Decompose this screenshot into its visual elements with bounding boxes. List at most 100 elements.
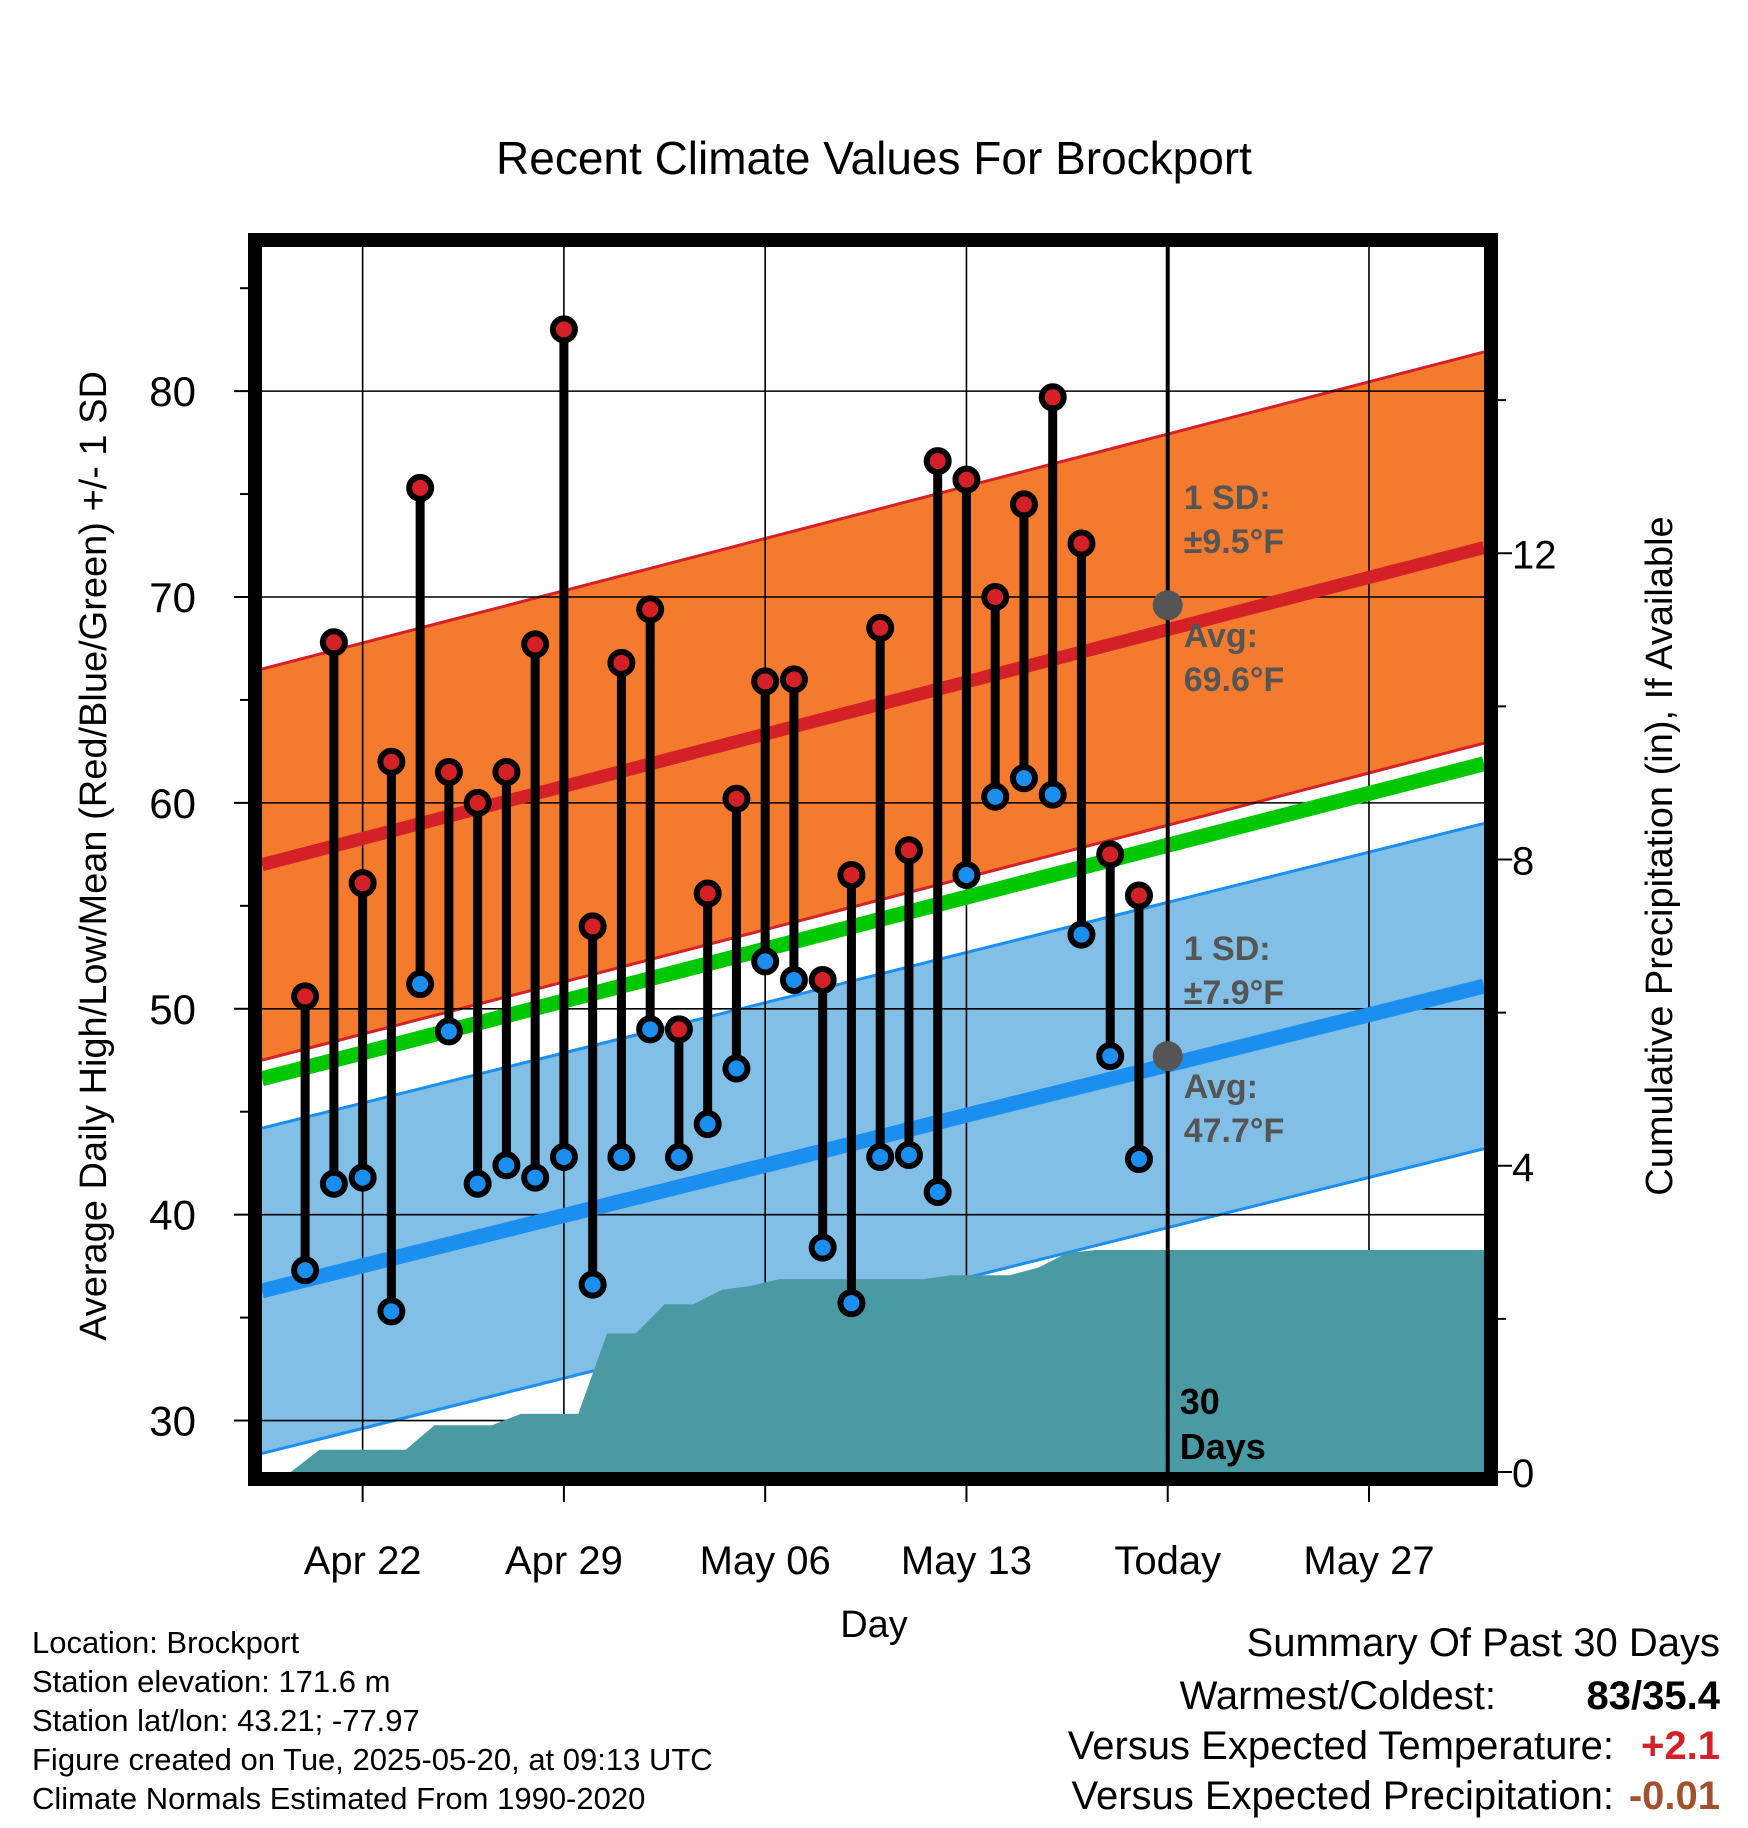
obs-low-point [636,1015,665,1044]
obs-high-point [578,912,607,941]
obs-high-point [751,667,780,696]
x-tick-label: Today [1114,1539,1221,1583]
obs-low-point [434,1017,463,1046]
y-tick-label: 30 [149,1398,196,1445]
high-band-upper-edge [262,350,1484,671]
obs-high-point [1096,840,1125,869]
obs-high-point [636,595,665,624]
high-band-lower-edge [262,741,1484,1062]
y-tick-label: 80 [149,368,196,415]
obs-high-point [664,1015,693,1044]
obs-low-point [291,1256,320,1285]
summary-temp-label: Versus Expected Temperature: [1067,1724,1614,1768]
obs-low-point [1038,780,1067,809]
period-label-days: Days [1180,1426,1266,1467]
obs-low-point [866,1143,895,1171]
obs-high-point [1038,383,1067,412]
annotations: 1 SD: ±9.5°F Avg: 69.6°F 1 SD: ±7.9°F Av… [1180,479,1285,1467]
obs-low-point [837,1289,866,1318]
obs-high-point [923,447,952,476]
obs-low-point [607,1143,636,1171]
x-tick-label: May 27 [1303,1539,1434,1583]
obs-high-point [549,315,578,344]
y-tick-label: 50 [149,986,196,1033]
obs-high-point [492,758,521,786]
summary-warmest-label: Warmest/Coldest: [1179,1674,1496,1718]
summary-precip-label: Versus Expected Precipitation: [1071,1774,1614,1818]
obs-high-point [952,465,981,494]
obs-low-point [1096,1042,1125,1071]
obs-high-point [348,869,377,898]
obs-high-point [291,982,320,1011]
summary-temp-value: +2.1 [1641,1724,1720,1768]
obs-high-point [521,630,550,659]
obs-high-point [406,473,435,502]
y2-tick-label: 8 [1512,840,1534,884]
x-tick-label: May 06 [700,1539,831,1583]
summary-precip-value: -0.01 [1628,1774,1720,1818]
low-avg-label: Avg: [1184,1068,1258,1106]
precip-cumulative-area [262,1249,1484,1472]
low-band-upper-edge [262,822,1484,1130]
y2-tick-label: 12 [1512,533,1557,577]
y-tick-label: 60 [149,780,196,827]
y2-tick-label: 4 [1512,1146,1534,1190]
obs-low-point [521,1163,550,1192]
obs-low-point [722,1054,751,1083]
obs-high-point [722,784,751,813]
obs-low-point [894,1140,923,1169]
obs-high-point [866,613,895,642]
y-axis-label-right: Cumulative Precipitation (in), If Availa… [1639,516,1681,1195]
summary-heading: Summary Of Past 30 Days [1246,1621,1720,1665]
obs-high-point [1009,490,1038,519]
obs-low-point [406,970,435,999]
x-tick-label: May 13 [901,1539,1032,1583]
obs-high-point [607,648,636,677]
obs-low-point [923,1178,952,1206]
obs-high-point [808,965,837,994]
obs-low-point [664,1143,693,1171]
obs-low-point [319,1169,348,1198]
obs-low-point [377,1297,406,1326]
today-low-avg-marker [1152,1041,1183,1072]
plot-frame [248,233,1498,1486]
x-tick-label: Apr 22 [304,1539,422,1583]
axes: 30 40 50 60 70 80 0 4 8 12 Apr 22 Apr 29 May 06 May 1… [149,233,1557,1583]
obs-high-point [434,758,463,786]
obs-low-point [1067,920,1096,949]
period-label-number: 30 [1180,1381,1220,1422]
low-sd-value: ±7.9°F [1184,974,1284,1012]
y2-tick-label: 0 [1512,1452,1534,1496]
obs-low-point [808,1233,837,1262]
obs-high-point [319,628,348,657]
high-sd-value: ±9.5°F [1184,523,1284,561]
obs-high-point [463,788,492,817]
obs-high-point [894,836,923,865]
y-axis-label-left: Average Daily High/Low/Mean (Red/Blue/Gr… [73,371,115,1341]
info-normals: Climate Normals Estimated From 1990-2020 [32,1781,646,1816]
info-elevation: Station elevation: 171.6 m [32,1664,391,1699]
obs-low-point [751,947,780,976]
obs-low-point [1009,764,1038,793]
high-sd-label: 1 SD: [1184,479,1271,517]
x-tick-label: Apr 29 [505,1539,623,1583]
obs-low-point [952,860,981,889]
low-normal-line [262,978,1484,1299]
obs-high-point [377,747,406,776]
obs-low-point [492,1151,521,1180]
x-axis-label: Day [840,1604,908,1646]
obs-low-point [1124,1145,1153,1174]
chart-title: Recent Climate Values For Brockport [496,132,1252,184]
obs-low-point [348,1163,377,1192]
obs-high-point [1067,529,1096,558]
plot-area [262,247,1484,1472]
summary-warmest-value: 83/35.4 [1586,1674,1720,1718]
high-normal-line [262,541,1484,871]
obs-high-point [981,583,1010,611]
y-tick-label: 70 [149,574,196,621]
low-avg-value: 47.7°F [1184,1112,1285,1150]
info-created: Figure created on Tue, 2025-05-20, at 09… [32,1742,713,1777]
info-location: Location: Brockport [32,1625,300,1660]
obs-low-point [981,782,1010,811]
